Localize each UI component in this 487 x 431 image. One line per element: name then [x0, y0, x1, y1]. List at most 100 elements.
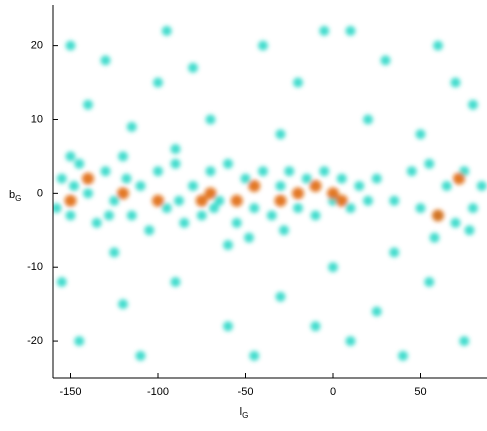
point: [153, 166, 163, 177]
point: [161, 203, 172, 214]
point: [266, 210, 277, 221]
point: [240, 173, 251, 184]
point: [279, 225, 289, 236]
point: [464, 225, 475, 236]
point: [328, 262, 338, 273]
point: [371, 173, 382, 184]
point: [82, 172, 94, 185]
point: [104, 210, 114, 221]
point: [74, 336, 85, 347]
point: [389, 195, 400, 206]
point: [424, 276, 435, 287]
point: [258, 40, 268, 51]
point: [170, 158, 181, 169]
point: [179, 217, 190, 228]
point: [126, 210, 137, 221]
point: [319, 166, 330, 177]
point: [309, 179, 322, 192]
point: [244, 232, 254, 243]
point: [363, 114, 373, 125]
point: [258, 166, 268, 177]
point: [135, 180, 146, 191]
point: [144, 225, 155, 236]
density-points: [53, 25, 487, 361]
point: [205, 166, 216, 177]
point: [363, 195, 373, 206]
point: [53, 203, 62, 214]
point: [74, 158, 85, 169]
point: [275, 129, 286, 140]
point: [284, 166, 295, 177]
point: [380, 55, 391, 66]
point: [441, 180, 452, 191]
point: [249, 350, 260, 361]
point: [100, 55, 111, 66]
point: [354, 180, 365, 191]
point: [230, 194, 243, 207]
point: [64, 194, 77, 207]
point: [65, 40, 76, 51]
point: [415, 129, 426, 140]
point: [249, 203, 260, 214]
point: [56, 276, 67, 287]
x-tick-label: -150: [59, 386, 81, 398]
y-axis-label: bG: [9, 189, 21, 203]
point: [319, 25, 330, 36]
point: [275, 180, 286, 191]
point: [406, 166, 417, 177]
point: [275, 291, 286, 302]
point: [170, 276, 181, 287]
point: [335, 194, 348, 207]
point: [274, 194, 287, 207]
point: [336, 173, 347, 184]
point: [398, 350, 408, 361]
point: [174, 195, 184, 206]
point: [204, 187, 217, 200]
x-axis-label: lG: [240, 406, 249, 420]
x-tick-label: -100: [147, 386, 169, 398]
x-tick-label: 50: [414, 386, 426, 398]
x-tick-label: 0: [330, 386, 336, 398]
point: [83, 99, 93, 110]
point: [345, 203, 356, 214]
point: [459, 336, 470, 347]
point: [429, 232, 440, 243]
point: [152, 194, 164, 207]
point: [293, 77, 303, 88]
point: [118, 151, 128, 162]
point: [188, 62, 198, 73]
point: [109, 195, 120, 206]
y-tick-label: 10: [31, 113, 43, 125]
point: [476, 180, 487, 191]
point: [293, 203, 303, 214]
y-tick-label: 20: [31, 40, 43, 52]
point: [214, 195, 225, 206]
y-tick-label: -20: [27, 335, 43, 347]
point: [65, 210, 76, 221]
point: [117, 187, 129, 200]
point: [195, 194, 208, 207]
point: [188, 180, 198, 191]
point: [433, 40, 443, 51]
point: [135, 350, 146, 361]
point: [301, 173, 312, 184]
point: [450, 77, 461, 88]
point: [231, 217, 242, 228]
point: [170, 144, 181, 155]
point: [389, 247, 400, 258]
point: [453, 172, 465, 185]
point: [292, 187, 304, 200]
point: [468, 99, 478, 110]
point: [153, 77, 163, 88]
point: [310, 210, 321, 221]
point: [432, 209, 444, 222]
point: [415, 203, 426, 214]
point: [126, 121, 137, 132]
point: [196, 210, 207, 221]
point: [118, 299, 128, 310]
point: [65, 151, 76, 162]
point: [100, 166, 111, 177]
point: [91, 217, 102, 228]
point: [161, 25, 172, 36]
